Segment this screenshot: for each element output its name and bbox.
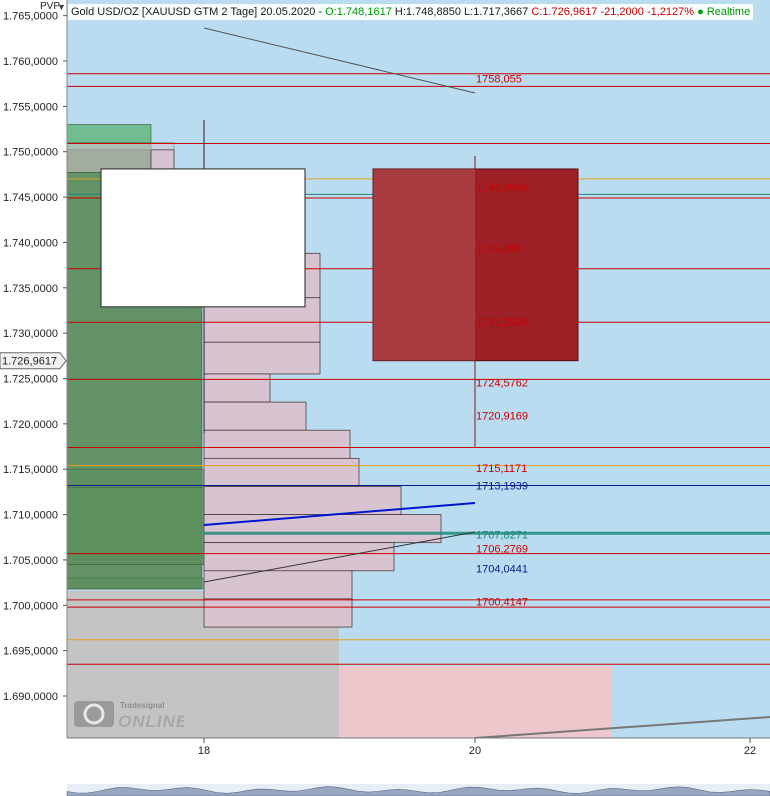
trend-line-blue[interactable] — [203, 502, 476, 526]
y-tick-label: 1.740,0000 — [3, 237, 58, 249]
trend-line[interactable] — [203, 27, 476, 94]
volume-bar-pink — [203, 429, 351, 459]
y-tick-label: 1.765,0000 — [3, 11, 58, 23]
volume-bar-ledge — [66, 577, 227, 590]
y-tick-label: 1.700,0000 — [3, 600, 58, 612]
change-value: -21,2000 — [600, 6, 644, 18]
level-label: 1707,8271 — [476, 529, 528, 541]
level-label: 1746,0966 — [476, 182, 528, 194]
level-label: 1720,9169 — [476, 411, 528, 423]
level-label: 1731,2926 — [476, 316, 528, 328]
logo-brand: Tradesignal — [120, 701, 164, 710]
instrument-name: Gold USD/OZ [XAUUSD GTM 2 Tage] — [71, 6, 258, 18]
header-bar: Gold USD/OZ [XAUUSD GTM 2 Tage] 20.05.20… — [68, 4, 754, 20]
current-price-label: 1.726,9617 — [2, 356, 57, 368]
y-tick-label: 1.745,0000 — [3, 192, 58, 204]
level-label: 1715,1171 — [476, 463, 527, 475]
bar-date: 20.05.2020 — [260, 6, 316, 18]
x-tick-label: 22 — [744, 745, 756, 757]
y-tick-label: 1.705,0000 — [3, 555, 58, 567]
y-tick-label: 1.695,0000 — [3, 646, 58, 658]
volume-bar-pink — [203, 542, 395, 572]
y-tick-label: 1.760,0000 — [3, 56, 58, 68]
level-label: 1724,5762 — [476, 377, 528, 389]
y-tick-label: 1.725,0000 — [3, 373, 58, 385]
navigator-series — [66, 786, 770, 796]
high-value: H:1.748,8850 — [394, 6, 461, 18]
y-tick-label: 1.750,0000 — [3, 147, 58, 159]
level-label: 1758,055 — [476, 74, 522, 86]
y-tick-label: 1.730,0000 — [3, 328, 58, 340]
level-label: 1704,0441 — [476, 564, 528, 576]
range-zone-pink — [339, 666, 611, 738]
candle-shade — [373, 168, 475, 361]
pin-icon[interactable]: ▼ — [57, 2, 66, 12]
realtime-label: Realtime — [706, 6, 751, 18]
trend-line[interactable] — [203, 531, 476, 583]
logo-product: ONLINE — [118, 712, 184, 731]
low-value: L:1.717,3667 — [464, 6, 529, 18]
level-label: 1713,1939 — [476, 481, 528, 493]
volume-bar-pink — [203, 486, 402, 515]
volume-bar-pink — [203, 401, 307, 431]
tradesignal-logo: Tradesignal ONLINE — [74, 697, 187, 731]
y-axis — [0, 0, 67, 796]
trend-line-gray[interactable] — [474, 716, 770, 739]
candle-body-bull[interactable] — [100, 168, 306, 308]
open-value: O:1.748,1617 — [325, 6, 392, 18]
y-tick-label: 1.710,0000 — [3, 510, 58, 522]
change-pct: -1,2127% — [646, 6, 695, 18]
y-tick-label: 1.735,0000 — [3, 283, 58, 295]
volume-bar-pink — [203, 373, 271, 403]
pvp-label: PVP — [40, 1, 61, 12]
y-tick-label: 1.715,0000 — [3, 464, 58, 476]
y-tick-label: 1.720,0000 — [3, 419, 58, 431]
close-value: C:1.726,9617 — [531, 6, 598, 18]
level-label: 1739,395 — [476, 243, 522, 255]
x-tick-label: 20 — [469, 745, 481, 757]
level-label: 1706,2769 — [476, 543, 528, 555]
volume-bar-pink — [203, 570, 353, 600]
volume-bar-pink — [203, 598, 353, 628]
candle-body-bear[interactable] — [372, 168, 579, 362]
y-tick-label: 1.690,0000 — [3, 691, 58, 703]
level-label: 1700,4147 — [476, 597, 528, 609]
status-dot-icon: ● — [697, 6, 704, 18]
volume-bar-pink — [203, 457, 360, 487]
current-price-marker — [0, 352, 67, 370]
volume-bar-pink — [203, 341, 321, 375]
y-tick-label: 1.755,0000 — [3, 101, 58, 113]
x-tick-label: 18 — [198, 745, 210, 757]
volume-bar-pink — [203, 514, 442, 544]
